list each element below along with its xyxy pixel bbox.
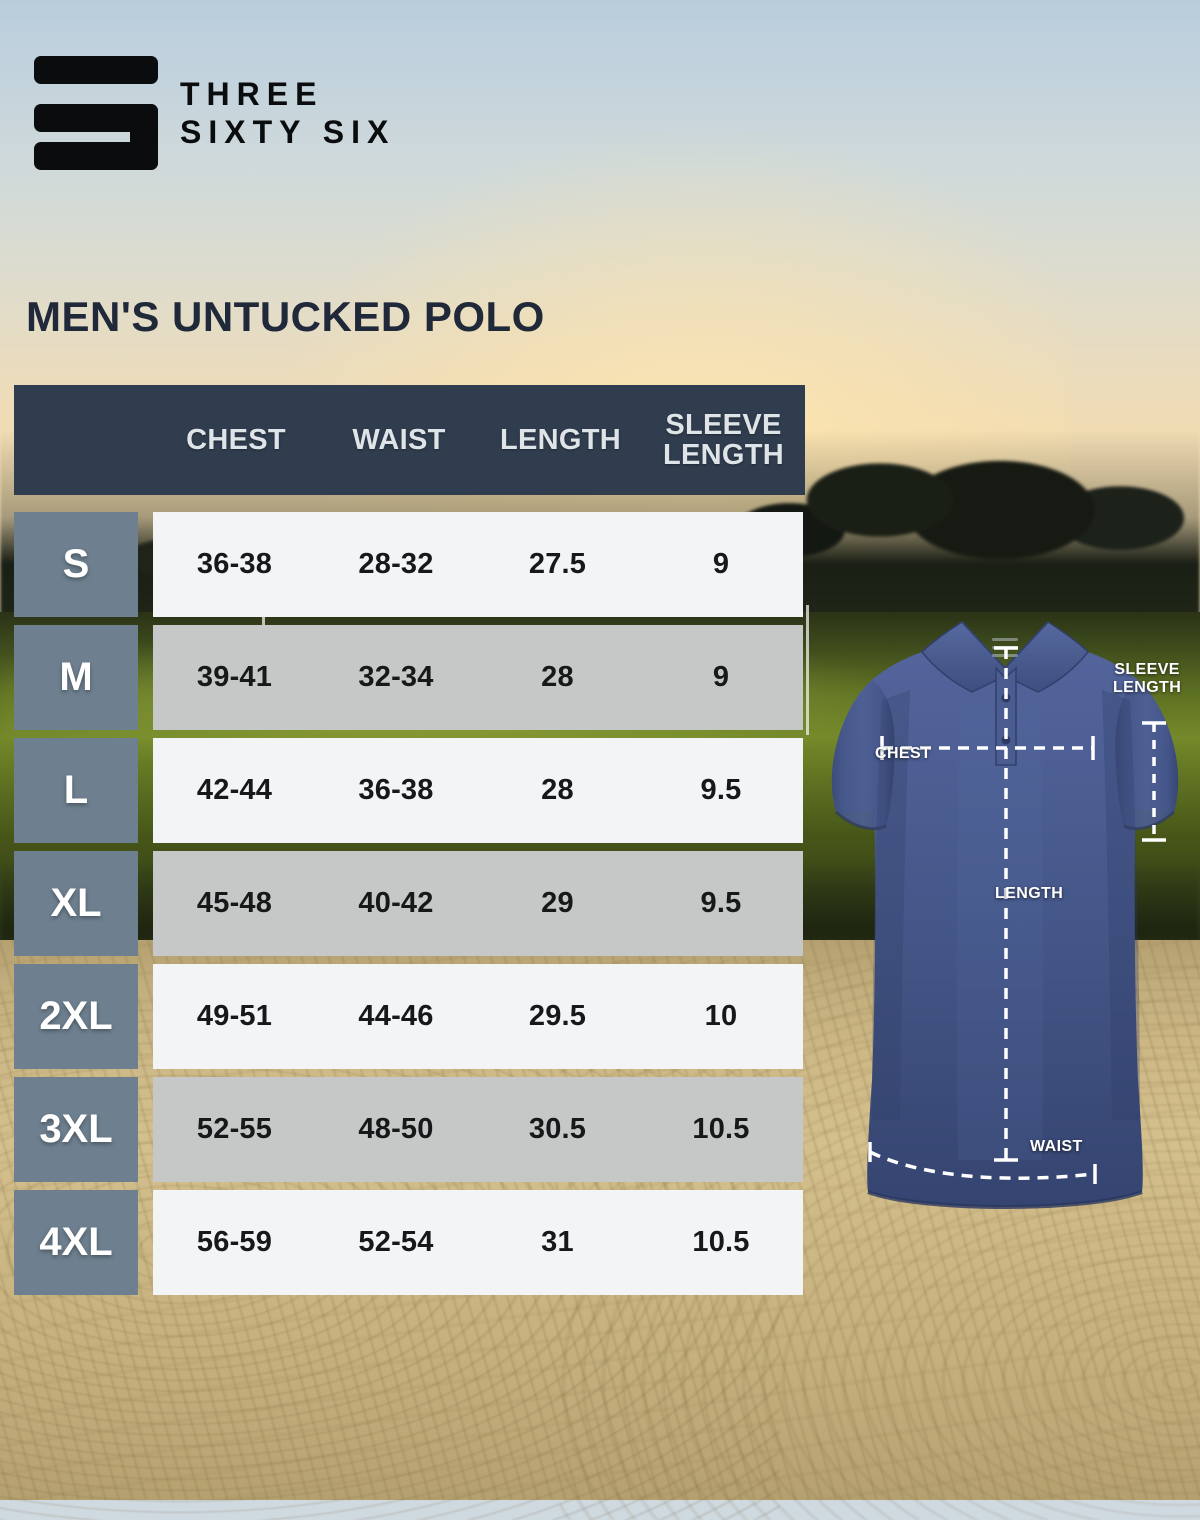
table-row[interactable]: 2XL 49-51 44-46 29.5 10 (0, 964, 830, 1077)
cell-chest: 49-51 (196, 1000, 273, 1032)
sleeve-hem-right (1123, 810, 1175, 831)
cell-length: 27.5 (528, 548, 587, 580)
row-values-s: 36-38 28-32 27.5 9 (153, 512, 803, 617)
cell-length: 30.5 (528, 1113, 587, 1145)
cell-sleeve: 10.5 (692, 1113, 750, 1145)
polo-hem (867, 1190, 1143, 1209)
sleeve-label-line-2: LENGTH (662, 439, 784, 471)
cell-waist: 48-50 (358, 1113, 434, 1145)
waist-measure-label: WAIST (1030, 1138, 1083, 1155)
row-values-m: 39-41 32-34 28 9 (153, 625, 803, 730)
polo-collar (920, 621, 1090, 693)
table-row[interactable]: 3XL 52-55 48-50 30.5 10.5 (0, 1077, 830, 1190)
length-measure-label: LENGTH (995, 885, 1064, 902)
table-row[interactable]: L 42-44 36-38 28 9.5 (0, 738, 830, 851)
brand-line-1: THREE (180, 76, 324, 112)
cell-length: 28 (541, 774, 574, 806)
polo-shirt-diagram (810, 560, 1200, 1260)
table-row[interactable]: M 39-41 32-34 28 9 (0, 625, 830, 738)
cell-sleeve: 9 (712, 548, 730, 580)
three-sixty-six-logo-icon (30, 52, 158, 174)
cell-sleeve: 9.5 (700, 887, 742, 919)
size-label-l: L (14, 738, 138, 843)
size-label-2xl: 2XL (14, 964, 138, 1069)
cell-sleeve: 9.5 (700, 774, 742, 806)
sleeve-measure-label: SLEEVE LENGTH (1113, 661, 1181, 698)
cell-chest: 45-48 (196, 887, 273, 919)
table-row[interactable]: 4XL 56-59 52-54 31 10.5 (0, 1190, 830, 1303)
size-label-m: M (14, 625, 138, 730)
polo-sleeve-left (831, 680, 895, 829)
size-label-4xl: 4XL (14, 1190, 138, 1295)
cell-waist: 52-54 (358, 1226, 434, 1258)
body-shadow-left (872, 690, 910, 1120)
cell-chest: 52-55 (196, 1113, 273, 1145)
flagstick-icon (806, 605, 809, 735)
size-table-header: CHEST WAIST LENGTH SLEEVE LENGTH (14, 385, 805, 495)
column-header-sleeve-length: SLEEVE LENGTH (642, 408, 805, 471)
polo-sleeve-right (1115, 680, 1179, 829)
sleeve-label-line-1: SLEEVE (665, 408, 782, 441)
cell-length: 29.5 (528, 1000, 587, 1032)
sleeve-measure-label-line-1: SLEEVE (1114, 661, 1180, 678)
cell-chest: 36-38 (196, 548, 273, 580)
waist-measure-line (869, 1150, 1095, 1180)
brand-wordmark: THREE SIXTY SIX (180, 78, 395, 148)
size-label-xl: XL (14, 851, 138, 956)
row-values-3xl: 52-55 48-50 30.5 10.5 (153, 1077, 803, 1182)
row-values-l: 42-44 36-38 28 9.5 (153, 738, 803, 843)
cell-waist: 36-38 (358, 774, 434, 806)
row-values-2xl: 49-51 44-46 29.5 10 (153, 964, 803, 1069)
polo-button-bottom (1001, 735, 1011, 745)
size-label-3xl: 3XL (14, 1077, 138, 1182)
column-header-chest: CHEST (186, 423, 286, 456)
cell-sleeve: 9 (712, 661, 730, 693)
cell-length: 31 (541, 1226, 574, 1258)
brand-line-2: SIXTY SIX (180, 114, 396, 150)
brand-logo: THREE SIXTY SIX (30, 52, 395, 174)
column-header-length: LENGTH (499, 423, 621, 456)
cell-chest: 56-59 (196, 1226, 273, 1258)
sleeve-measure-label-line-2: LENGTH (1113, 679, 1182, 697)
cell-chest: 39-41 (196, 661, 273, 693)
cell-sleeve: 10.5 (692, 1226, 750, 1258)
cell-waist: 40-42 (358, 887, 434, 919)
cell-chest: 42-44 (196, 774, 273, 806)
row-values-4xl: 56-59 52-54 31 10.5 (153, 1190, 803, 1295)
chest-measure-label: CHEST (875, 745, 932, 762)
table-row[interactable]: S 36-38 28-32 27.5 9 (0, 512, 830, 625)
cell-waist: 32-34 (358, 661, 434, 693)
cell-waist: 28-32 (358, 548, 434, 580)
size-table-body: S 36-38 28-32 27.5 9 M 39-41 32-34 28 9 … (0, 512, 830, 1303)
row-values-xl: 45-48 40-42 29 9.5 (153, 851, 803, 956)
body-shadow-right (1102, 690, 1140, 1120)
sleeve-hem-left (835, 810, 887, 831)
body-highlight (956, 710, 1044, 1160)
cell-length: 29 (541, 887, 574, 919)
page-title: MEN'S UNTUCKED POLO (26, 293, 545, 340)
cell-waist: 44-46 (358, 1000, 434, 1032)
cell-length: 28 (541, 661, 574, 693)
column-header-waist: WAIST (352, 423, 446, 456)
table-row[interactable]: XL 45-48 40-42 29 9.5 (0, 851, 830, 964)
size-label-s: S (14, 512, 138, 617)
cell-sleeve: 10 (704, 1000, 738, 1032)
